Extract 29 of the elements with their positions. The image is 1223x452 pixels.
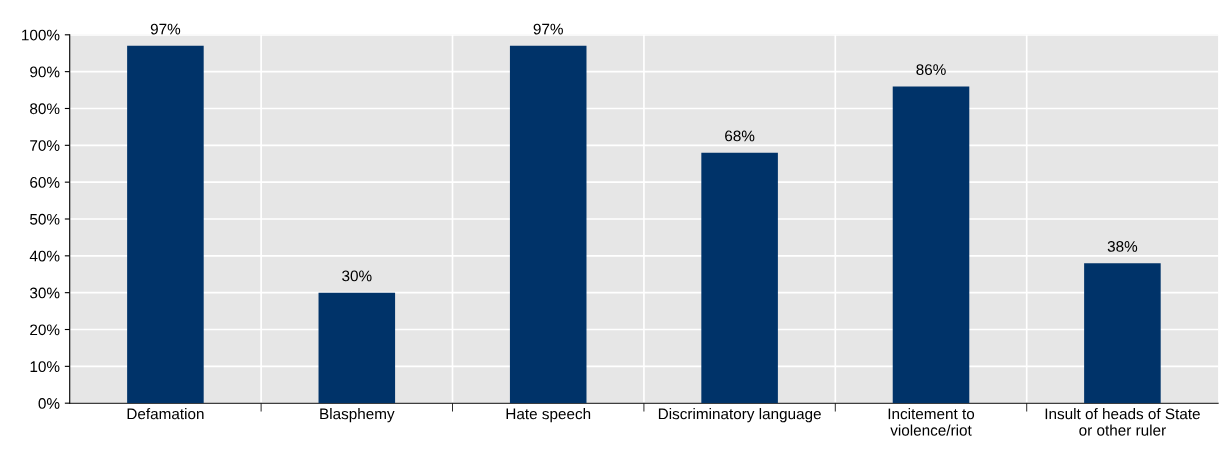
y-tick-label: 20% [30, 324, 60, 336]
bar [509, 45, 587, 404]
y-tick-label: 10% [30, 361, 60, 373]
y-tick-label: 60% [30, 177, 60, 188]
y-tick-label: 50% [30, 213, 60, 225]
y-tick-label: 0% [38, 398, 60, 409]
y-tick-label: 80% [30, 103, 60, 115]
data-label: 86% [916, 64, 946, 76]
bar [1084, 263, 1161, 404]
x-tick-label: Incitement to violence/riot [888, 408, 975, 436]
x-tick-label: Defamation [127, 408, 204, 420]
data-label: 97% [533, 23, 563, 35]
x-tick-label: Hate speech [506, 408, 591, 423]
y-tick-label: 70% [30, 140, 60, 151]
data-label: 30% [342, 270, 372, 282]
x-tick-label: Blasphemy [320, 408, 395, 423]
y-tick-label: 100% [22, 29, 60, 41]
y-tick-label: 40% [29, 250, 60, 262]
y-tick-label: 90% [30, 66, 60, 78]
data-label: 97% [150, 23, 181, 35]
y-tick-label: 30% [29, 287, 60, 299]
bar [892, 86, 970, 404]
bar [318, 292, 396, 404]
x-tick-label: Insult of heads of State or other ruler [1045, 408, 1200, 436]
bar [701, 152, 778, 404]
data-label: 68% [725, 130, 755, 142]
bar [127, 45, 204, 404]
data-label: 38% [1107, 241, 1138, 252]
x-tick-label: Discriminatory language [658, 408, 821, 423]
